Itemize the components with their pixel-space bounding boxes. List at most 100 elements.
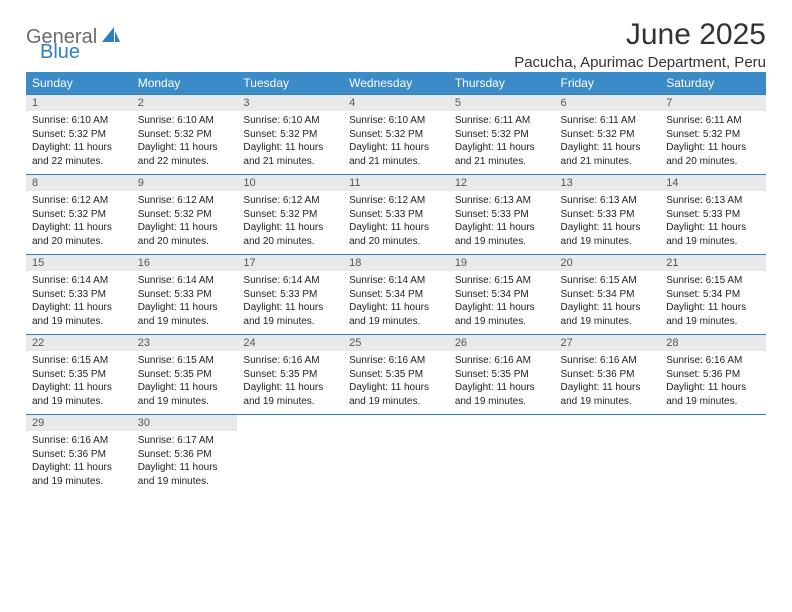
sunrise-line: Sunrise: 6:15 AM — [455, 275, 531, 286]
day-number-cell: 23 — [132, 335, 238, 352]
sunset-line: Sunset: 5:35 PM — [32, 369, 106, 380]
sunset-line: Sunset: 5:36 PM — [666, 369, 740, 380]
day-content-cell: Sunrise: 6:10 AMSunset: 5:32 PMDaylight:… — [237, 111, 343, 175]
daylight-line: Daylight: 11 hours and 19 minutes. — [561, 382, 641, 407]
sunrise-line: Sunrise: 6:12 AM — [138, 195, 214, 206]
day-number-cell — [343, 415, 449, 432]
day-number-cell: 14 — [660, 175, 766, 192]
day-content-cell: Sunrise: 6:16 AMSunset: 5:35 PMDaylight:… — [449, 351, 555, 415]
day-content-cell: Sunrise: 6:11 AMSunset: 5:32 PMDaylight:… — [660, 111, 766, 175]
day-content-cell: Sunrise: 6:12 AMSunset: 5:32 PMDaylight:… — [237, 191, 343, 255]
sunset-line: Sunset: 5:36 PM — [138, 449, 212, 460]
daynum-row: 1234567 — [26, 95, 766, 112]
day-number-cell: 2 — [132, 95, 238, 112]
sunset-line: Sunset: 5:34 PM — [666, 289, 740, 300]
day-number-cell: 12 — [449, 175, 555, 192]
day-number-cell: 3 — [237, 95, 343, 112]
day-content-cell: Sunrise: 6:15 AMSunset: 5:34 PMDaylight:… — [449, 271, 555, 335]
sunrise-line: Sunrise: 6:10 AM — [349, 115, 425, 126]
sunset-line: Sunset: 5:36 PM — [561, 369, 635, 380]
day-content-cell: Sunrise: 6:10 AMSunset: 5:32 PMDaylight:… — [132, 111, 238, 175]
day-number-cell — [660, 415, 766, 432]
sunrise-line: Sunrise: 6:11 AM — [561, 115, 636, 126]
day-number-cell — [449, 415, 555, 432]
day-content-cell: Sunrise: 6:16 AM Sunset: 5:36 PM Daylight:… — [26, 431, 132, 494]
daynum-row: 15161718192021 — [26, 255, 766, 272]
weekday-header-row: Sunday Monday Tuesday Wednesday Thursday… — [26, 72, 766, 95]
calendar-body: 1234567Sunrise: 6:10 AMSunset: 5:32 PMDa… — [26, 95, 766, 495]
daylight-line: Daylight: 11 hours and 19 minutes. — [455, 382, 535, 407]
day-number-cell: 9 — [132, 175, 238, 192]
sunset-line: Sunset: 5:36 PM — [32, 449, 106, 460]
sunset-line: Sunset: 5:35 PM — [243, 369, 317, 380]
day-content-cell: Sunrise: 6:15 AM Sunset: 5:35 PM Daylight:… — [26, 351, 132, 415]
day-number-cell: 13 — [555, 175, 661, 192]
day-content-cell: Sunrise: 6:13 AMSunset: 5:33 PMDaylight:… — [555, 191, 661, 255]
day-number-cell: 4 — [343, 95, 449, 112]
daylight-line: Daylight: 11 hours and 19 minutes. — [561, 302, 641, 327]
sunrise-line: Sunrise: 6:12 AM — [32, 195, 108, 206]
day-number-cell: 7 — [660, 95, 766, 112]
sunrise-line: Sunrise: 6:14 AM — [138, 275, 214, 286]
day-content-cell: Sunrise: 6:14 AM Sunset: 5:34 PM Daylight:… — [343, 271, 449, 335]
sunset-line: Sunset: 5:32 PM — [32, 129, 106, 140]
col-tuesday: Tuesday — [237, 72, 343, 95]
sunrise-line: Sunrise: 6:11 AM — [666, 115, 741, 126]
sunset-line: Sunset: 5:33 PM — [138, 289, 212, 300]
daylight-line: Daylight: 11 hours and 19 minutes. — [349, 302, 429, 327]
sunrise-line: Sunrise: 6:17 AM — [138, 435, 214, 446]
day-number-cell: 8 — [26, 175, 132, 192]
daynum-row: 2930 — [26, 415, 766, 432]
daylight-line: Daylight: 11 hours and 19 minutes. — [666, 222, 746, 247]
col-wednesday: Wednesday — [343, 72, 449, 95]
day-content-cell: Sunrise: 6:14 AMSunset: 5:33 PMDaylight:… — [26, 271, 132, 335]
sunset-line: Sunset: 5:32 PM — [243, 209, 317, 220]
content-row: Sunrise: 6:16 AM Sunset: 5:36 PM Daylight:… — [26, 431, 766, 494]
sunrise-line: Sunrise: 6:16 AM — [243, 355, 319, 366]
sunrise-line: Sunrise: 6:11 AM — [455, 115, 530, 126]
sunset-line: Sunset: 5:33 PM — [349, 209, 423, 220]
sunset-line: Sunset: 5:33 PM — [32, 289, 106, 300]
sunrise-line: Sunrise: 6:16 AM — [666, 355, 742, 366]
sunset-line: Sunset: 5:35 PM — [455, 369, 529, 380]
sunrise-line: Sunrise: 6:16 AM — [561, 355, 637, 366]
sunset-line: Sunset: 5:35 PM — [349, 369, 423, 380]
daylight-line: Daylight: 11 hours and 19 minutes. — [32, 382, 112, 407]
day-number-cell: 27 — [555, 335, 661, 352]
sunrise-line: Sunrise: 6:16 AM — [32, 435, 108, 446]
daylight-line: Daylight: 11 hours and 19 minutes. — [138, 462, 218, 487]
col-friday: Friday — [555, 72, 661, 95]
day-number-cell: 24 — [237, 335, 343, 352]
daylight-line: Daylight: 11 hours and 19 minutes. — [243, 382, 323, 407]
content-row: Sunrise: 6:15 AM Sunset: 5:35 PM Daylight:… — [26, 351, 766, 415]
sunset-line: Sunset: 5:32 PM — [349, 129, 423, 140]
sunrise-line: Sunrise: 6:14 AM — [349, 275, 425, 286]
day-content-cell: Sunrise: 6:11 AM Sunset: 5:32 PM Daylight:… — [555, 111, 661, 175]
day-content-cell — [449, 431, 555, 494]
sunset-line: Sunset: 5:33 PM — [666, 209, 740, 220]
day-number-cell: 18 — [343, 255, 449, 272]
day-content-cell: Sunrise: 6:14 AMSunset: 5:33 PMDaylight:… — [237, 271, 343, 335]
sunrise-line: Sunrise: 6:15 AM — [32, 355, 108, 366]
sunset-line: Sunset: 5:32 PM — [561, 129, 635, 140]
day-number-cell: 26 — [449, 335, 555, 352]
day-content-cell: Sunrise: 6:17 AM Sunset: 5:36 PM Daylight:… — [132, 431, 238, 494]
daylight-line: Daylight: 11 hours and 20 minutes. — [32, 222, 112, 247]
sunset-line: Sunset: 5:32 PM — [138, 129, 212, 140]
sunrise-line: Sunrise: 6:15 AM — [138, 355, 214, 366]
day-number-cell: 15 — [26, 255, 132, 272]
daylight-line: Daylight: 11 hours and 19 minutes. — [666, 382, 746, 407]
day-content-cell: Sunrise: 6:15 AMSunset: 5:34 PMDaylight:… — [660, 271, 766, 335]
day-number-cell: 5 — [449, 95, 555, 112]
sunset-line: Sunset: 5:32 PM — [666, 129, 740, 140]
day-number-cell: 17 — [237, 255, 343, 272]
brand-part2: Blue — [40, 41, 80, 63]
daylight-line: Daylight: 11 hours and 21 minutes. — [561, 142, 641, 167]
sunset-line: Sunset: 5:34 PM — [349, 289, 423, 300]
daylight-line: Daylight: 11 hours and 19 minutes. — [32, 462, 112, 487]
daylight-line: Daylight: 11 hours and 21 minutes. — [455, 142, 535, 167]
sunset-line: Sunset: 5:33 PM — [455, 209, 529, 220]
sunset-line: Sunset: 5:33 PM — [561, 209, 635, 220]
day-content-cell: Sunrise: 6:12 AMSunset: 5:32 PMDaylight:… — [132, 191, 238, 255]
sunrise-line: Sunrise: 6:15 AM — [561, 275, 637, 286]
